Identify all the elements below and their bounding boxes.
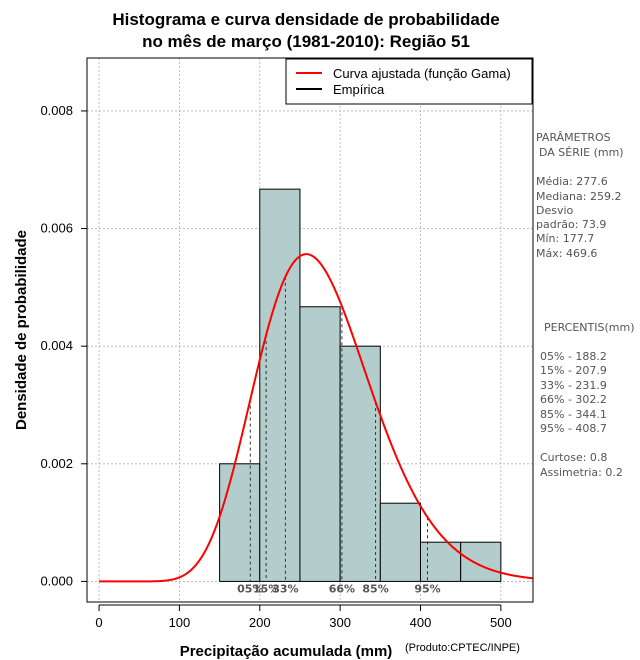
x-axis: 0 100 200 300 400 500: [95, 604, 512, 630]
y-axis-label: Densidade de probabilidade: [13, 230, 30, 430]
stat-curtose: Curtose: 0.8: [540, 451, 607, 464]
histogram-bar-0: [219, 463, 261, 582]
percentile-lines: 05%15%33% 66% 85% 95%: [237, 276, 441, 595]
stat-assimetria: Assimetria: 0.2: [540, 466, 623, 479]
stat-mediana: Mediana: 259.2: [536, 190, 621, 203]
x-axis-label: Precipitação acumulada (mm): [180, 643, 393, 660]
y-tick-label-1: 0.002: [40, 456, 73, 471]
percentile-95: 95% - 408.7: [540, 422, 607, 435]
percentile-label-95: 95%: [414, 582, 440, 595]
chart-title-line-1: Histograma e curva densidade de probabil…: [112, 10, 499, 29]
percentiles-title: PERCENTIS(mm): [544, 321, 635, 334]
side-panel: PARÂMETROS DA SÉRIE (mm) Média: 277.6 Me…: [536, 131, 635, 479]
x-tick-label-2: 200: [249, 615, 271, 630]
stat-max: Máx: 469.6: [536, 247, 597, 260]
gamma-curve: [99, 253, 534, 583]
legend: Curva ajustada (função Gama) Empírica: [285, 58, 533, 105]
percentile-15: 15% - 207.9: [540, 364, 607, 377]
stat-desvio-1: Desvio: [536, 204, 574, 217]
percentile-85: 85% - 344.1: [540, 408, 607, 421]
y-tick-label-0: 0.000: [40, 573, 73, 588]
percentile-label-33: 33%: [272, 582, 298, 595]
stat-min: Mín: 177.7: [536, 232, 594, 245]
stat-media: Média: 277.6: [536, 175, 608, 188]
histogram-bar-6: [460, 541, 502, 582]
gamma-curve-layer: [99, 253, 534, 583]
percentile-label-85: 85%: [362, 582, 388, 595]
x-tick-label-1: 100: [169, 615, 191, 630]
legend-label-empirical: Empírica: [333, 82, 385, 97]
percentile-label-66: 66%: [329, 582, 355, 595]
y-tick-label-3: 0.006: [40, 221, 73, 236]
x-tick-label-4: 400: [410, 615, 432, 630]
stat-desvio-2: padrão: 73.9: [536, 218, 606, 231]
percentile-05: 05% - 188.2: [540, 350, 607, 363]
legend-label-gamma: Curva ajustada (função Gama): [333, 66, 511, 81]
params-title-1: PARÂMETROS: [536, 131, 611, 144]
x-tick-label-5: 500: [490, 615, 512, 630]
chart-title-line-2: no mês de março (1981-2010): Região 51: [142, 32, 470, 51]
params-title-2: DA SÉRIE (mm): [539, 146, 624, 159]
x-tick-label-0: 0: [95, 615, 102, 630]
histogram-bar-3: [339, 345, 381, 582]
percentile-label-15: 15%: [253, 582, 279, 595]
histogram-bars: [219, 188, 502, 582]
y-tick-label-2: 0.004: [40, 338, 73, 353]
histogram-bar-4: [379, 502, 421, 582]
histogram-bar-2: [299, 306, 341, 582]
y-tick-label-4: 0.008: [40, 103, 73, 118]
percentile-66: 66% - 302.2: [540, 393, 607, 406]
percentile-33: 33% - 231.9: [540, 379, 607, 392]
y-axis: 0.000 0.002 0.004 0.006 0.008: [40, 103, 88, 588]
product-credit: (Produto:CPTEC/INPE): [405, 642, 520, 654]
x-tick-label-3: 300: [329, 615, 351, 630]
legend-box: [285, 58, 533, 105]
percentile-label-05: 05%: [237, 582, 263, 595]
